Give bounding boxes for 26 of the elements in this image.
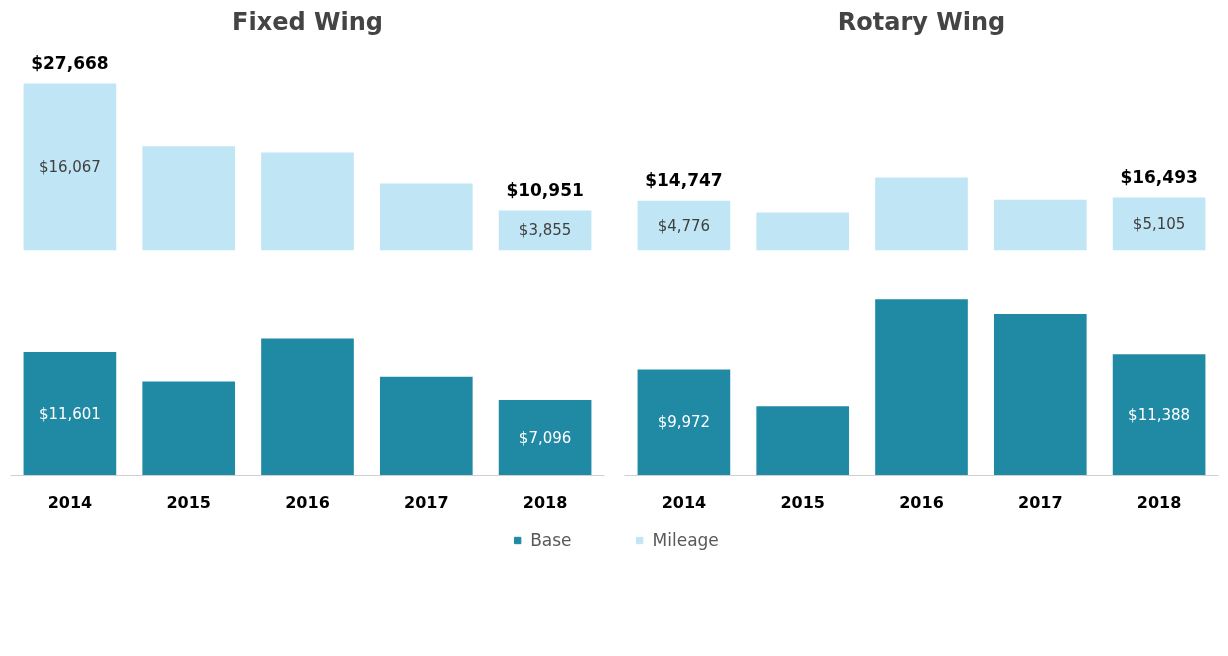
data-label: $5,105	[1132, 214, 1186, 233]
data-label: $4,776	[657, 216, 711, 235]
x-tick-label: 2018	[1136, 492, 1182, 512]
x-tick-label: 2016	[285, 492, 330, 512]
data-label: $11,601	[38, 404, 101, 423]
chart-title: Fixed Wing	[232, 7, 383, 36]
legend-label: Mileage	[652, 530, 719, 550]
x-tick-label: 2017	[404, 492, 449, 512]
data-label: $7,096	[518, 428, 572, 447]
x-tick-label: 2018	[522, 492, 568, 512]
legend-label: Base	[530, 530, 572, 550]
x-tick-label: 2014	[661, 492, 707, 512]
x-tick-label: 2015	[166, 492, 211, 512]
x-tick-label: 2017	[1018, 492, 1063, 512]
annotation: $10,951	[506, 179, 584, 200]
annotation: $16,493	[1120, 166, 1198, 187]
x-tick-label: 2015	[780, 492, 825, 512]
data-label: $3,855	[518, 221, 572, 240]
annotation: $27,668	[31, 52, 109, 73]
data-label: $16,067	[38, 158, 101, 176]
annotation: $14,747	[645, 170, 723, 191]
data-label: $9,972	[657, 413, 711, 432]
chart-title: Rotary Wing	[837, 7, 1006, 36]
x-tick-label: 2014	[47, 492, 93, 512]
data-label: $11,388	[1128, 405, 1191, 424]
x-tick-label: 2016	[899, 492, 944, 512]
